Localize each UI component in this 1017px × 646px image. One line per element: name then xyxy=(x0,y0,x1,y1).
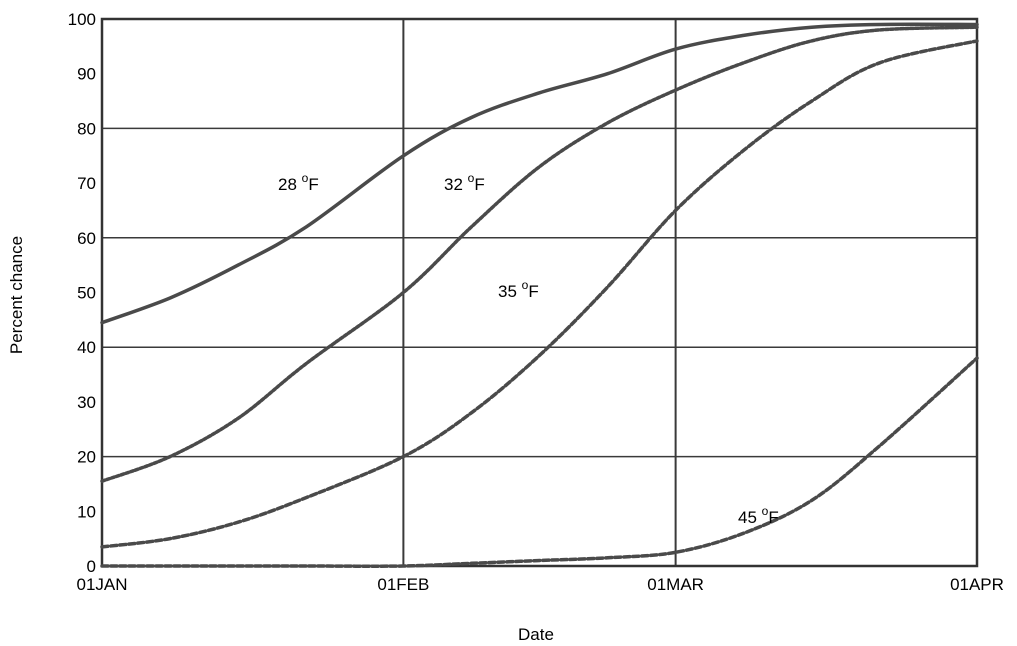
y-tick-label: 30 xyxy=(77,393,96,412)
plot-frame xyxy=(102,19,977,566)
curve-label-28: 28 oF xyxy=(278,171,319,194)
y-tick-label: 100 xyxy=(68,10,96,29)
series-line-32 xyxy=(102,27,977,481)
plot-border xyxy=(102,19,977,566)
y-tick-label: 0 xyxy=(87,557,96,576)
x-axis-label: Date xyxy=(518,625,554,644)
grid-lines xyxy=(102,19,977,566)
y-tick-label: 50 xyxy=(77,284,96,303)
x-tick-label: 01FEB xyxy=(377,575,429,594)
series-line-45 xyxy=(102,358,977,566)
x-tick-label: 01APR xyxy=(950,575,1004,594)
series-lines xyxy=(102,24,977,566)
y-axis-label: Percent chance xyxy=(7,236,26,354)
series-line-28 xyxy=(102,24,977,322)
y-tick-label: 40 xyxy=(77,338,96,357)
curve-label-45: 45 oF xyxy=(738,504,779,527)
x-tick-labels: 01JAN 01FEB 01MAR 01APR xyxy=(76,575,1003,594)
curve-label-35: 35 oF xyxy=(498,278,539,301)
y-tick-label: 70 xyxy=(77,174,96,193)
series-line-35 xyxy=(102,41,977,547)
x-tick-label: 01JAN xyxy=(76,575,127,594)
y-tick-label: 10 xyxy=(77,502,96,521)
curve-labels: 28 oF 32 oF 35 oF 45 oF xyxy=(278,171,779,527)
y-tick-label: 90 xyxy=(77,65,96,84)
y-tick-labels: 0 10 20 30 40 50 60 70 80 90 100 xyxy=(68,10,96,576)
y-tick-label: 80 xyxy=(77,119,96,138)
y-tick-label: 20 xyxy=(77,448,96,467)
x-tick-label: 01MAR xyxy=(647,575,704,594)
curve-label-32: 32 oF xyxy=(444,171,485,194)
y-tick-label: 60 xyxy=(77,229,96,248)
